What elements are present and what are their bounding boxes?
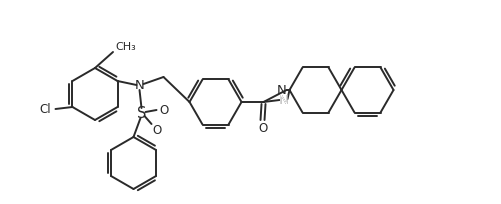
Text: Cl: Cl (40, 103, 52, 116)
Text: O: O (159, 104, 168, 117)
Text: N: N (134, 79, 144, 92)
Text: N: N (278, 94, 288, 107)
Text: O: O (152, 123, 161, 136)
Text: S: S (137, 106, 146, 121)
Text: N: N (278, 94, 288, 107)
Text: O: O (258, 122, 267, 135)
Text: N: N (276, 84, 286, 97)
Text: CH₃: CH₃ (115, 42, 135, 52)
